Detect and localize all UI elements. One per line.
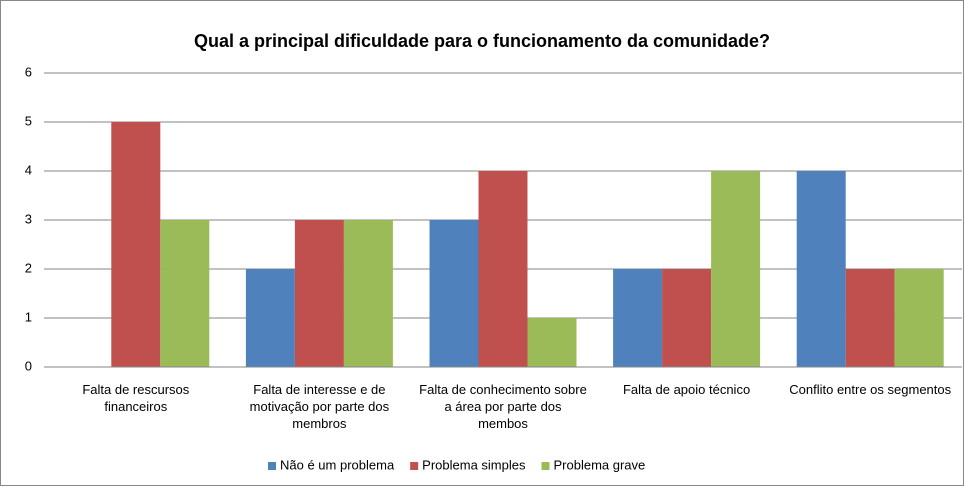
legend-swatch [410, 462, 419, 470]
legend-label: Problema simples [422, 457, 526, 472]
bar [662, 269, 712, 367]
y-tick-label: 1 [25, 309, 32, 324]
legend-swatch [268, 462, 276, 470]
legend-label: Problema grave [554, 457, 646, 472]
bar [245, 269, 295, 367]
y-tick-label: 2 [25, 260, 32, 275]
y-tick-label: 4 [25, 162, 32, 177]
x-tick-label: Falta de interesse e de motivação por pa… [249, 382, 390, 431]
bar [711, 171, 761, 367]
bar [796, 171, 846, 367]
y-tick-label: 5 [25, 113, 32, 128]
bar [160, 220, 210, 367]
bar [294, 220, 344, 367]
legend-label: Não é um problema [280, 457, 395, 472]
bar [478, 171, 528, 367]
bar [894, 269, 944, 367]
bar [343, 220, 393, 367]
chart-title: Qual a principal dificuldade para o func… [194, 31, 770, 51]
legend-swatch [541, 462, 550, 470]
y-tick-label: 3 [25, 211, 32, 226]
bar [527, 318, 577, 367]
bar [429, 220, 479, 367]
x-tick-label: Falta de apoio técnico [622, 382, 751, 397]
y-tick-label: 6 [25, 64, 32, 79]
x-tick-label: Conflito entre os segmentos [789, 382, 952, 397]
x-tick-label: Falta de conhecimento sobre a área por p… [419, 382, 587, 431]
bar [111, 122, 161, 367]
bar [845, 269, 895, 367]
bar [613, 269, 663, 367]
x-tick-label: Falta de rescursos financeiros [82, 382, 190, 414]
y-tick-label: 0 [25, 358, 32, 373]
